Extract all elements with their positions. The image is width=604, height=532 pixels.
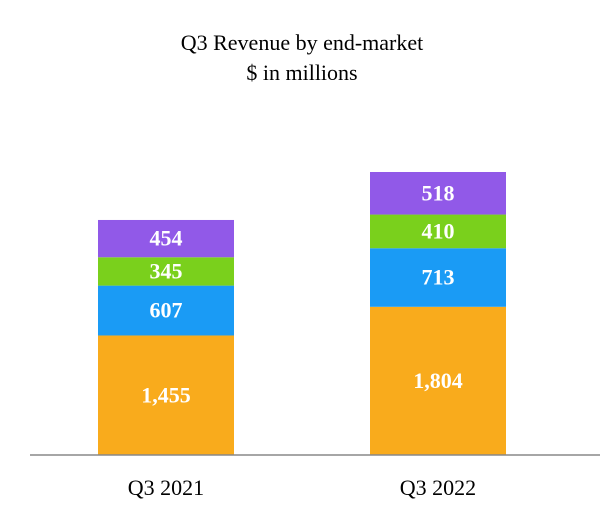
bar-segment	[370, 306, 506, 455]
value-label: 410	[422, 218, 455, 243]
bar-segment	[370, 214, 506, 249]
value-label: 713	[422, 265, 455, 290]
chart-title: Q3 Revenue by end-market	[181, 30, 424, 55]
bar-segment	[98, 335, 234, 455]
value-label: 345	[150, 258, 183, 283]
bar-segment	[98, 285, 234, 336]
bar-segment	[98, 219, 234, 258]
bar-segment	[370, 248, 506, 307]
bar-segment	[370, 172, 506, 215]
value-label: 454	[150, 226, 183, 251]
value-label: 1,455	[141, 382, 191, 407]
bar-segment	[98, 257, 234, 286]
value-label: 518	[422, 180, 455, 205]
value-label: 607	[150, 298, 183, 323]
x-tick-label: Q3 2022	[400, 475, 476, 500]
value-label: 1,804	[413, 368, 463, 393]
chart-subtitle: $ in millions	[246, 60, 357, 85]
x-tick-label: Q3 2021	[128, 475, 204, 500]
